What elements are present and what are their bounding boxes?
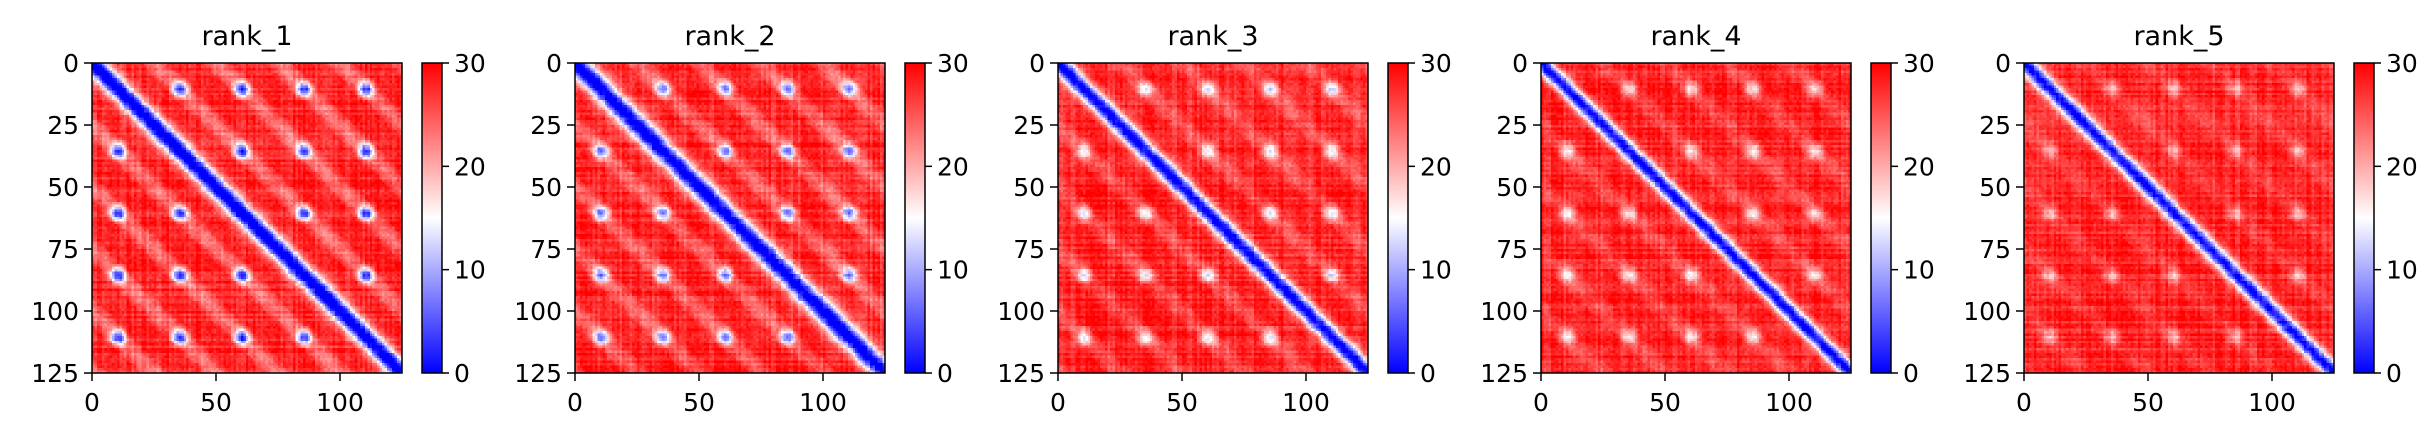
x-tick-label: 50 <box>200 388 232 417</box>
y-tick-label: 0 <box>546 49 562 78</box>
colorbar-tick-label: 0 <box>1420 359 1436 388</box>
y-tick-label: 0 <box>1512 49 1528 78</box>
x-tick-label: 100 <box>1282 388 1330 417</box>
colorbar <box>904 62 926 374</box>
colorbar-tick-label: 30 <box>937 49 969 78</box>
colorbar <box>1870 62 1892 374</box>
x-tick-label: 0 <box>2016 388 2032 417</box>
y-tick-label: 125 <box>514 359 562 388</box>
x-tick-label: 100 <box>799 388 847 417</box>
y-tick-label: 25 <box>47 111 79 140</box>
y-tick-label: 50 <box>1013 173 1045 202</box>
y-tick-label: 50 <box>1979 173 2011 202</box>
y-tick-label: 100 <box>997 297 1045 326</box>
plot-frame <box>2023 62 2335 374</box>
y-tick-label: 0 <box>1995 49 2011 78</box>
y-tick-label: 75 <box>530 235 562 264</box>
colorbar-tick-label: 10 <box>937 256 969 285</box>
heatmap-image <box>575 63 885 373</box>
colorbar-tick-label: 0 <box>454 359 470 388</box>
colorbar-tick-label: 20 <box>454 152 486 181</box>
y-tick-label: 125 <box>1480 359 1528 388</box>
colorbar-tick-label: 20 <box>937 152 969 181</box>
y-tick-label: 25 <box>1013 111 1045 140</box>
panel-title: rank_3 <box>1167 21 1258 52</box>
panel-title: rank_1 <box>201 21 292 52</box>
colorbar-tick-label: 10 <box>2386 256 2418 285</box>
panel-title: rank_5 <box>2133 21 2224 52</box>
y-tick-label: 100 <box>1963 297 2011 326</box>
colorbar-tick-label: 10 <box>1903 256 1935 285</box>
y-tick-label: 100 <box>514 297 562 326</box>
x-tick-label: 50 <box>1649 388 1681 417</box>
plot-frame <box>574 62 886 374</box>
y-tick-label: 50 <box>530 173 562 202</box>
x-tick-label: 50 <box>2132 388 2164 417</box>
x-tick-label: 0 <box>1533 388 1549 417</box>
colorbar <box>2353 62 2375 374</box>
colorbar-tick-label: 30 <box>1903 49 1935 78</box>
colorbar-tick-label: 10 <box>454 256 486 285</box>
heatmap-image <box>92 63 402 373</box>
heatmap-image <box>2024 63 2334 373</box>
y-tick-label: 125 <box>31 359 79 388</box>
heatmap-image <box>1541 63 1851 373</box>
y-tick-label: 75 <box>47 235 79 264</box>
y-tick-label: 100 <box>1480 297 1528 326</box>
colorbar-tick-label: 30 <box>1420 49 1452 78</box>
plot-frame <box>1540 62 1852 374</box>
x-tick-label: 100 <box>2248 388 2296 417</box>
colorbar <box>421 62 443 374</box>
colorbar-tick-label: 10 <box>1420 256 1452 285</box>
colorbar <box>1387 62 1409 374</box>
colorbar-tick-label: 30 <box>2386 49 2418 78</box>
colorbar-tick-label: 0 <box>937 359 953 388</box>
colorbar-tick-label: 0 <box>1903 359 1919 388</box>
y-tick-label: 25 <box>530 111 562 140</box>
colorbar-tick-label: 20 <box>2386 152 2418 181</box>
x-tick-label: 0 <box>567 388 583 417</box>
y-tick-label: 100 <box>31 297 79 326</box>
y-tick-label: 75 <box>1979 235 2011 264</box>
panel-title: rank_2 <box>684 21 775 52</box>
colorbar-tick-label: 20 <box>1903 152 1935 181</box>
y-tick-label: 125 <box>997 359 1045 388</box>
y-tick-label: 25 <box>1496 111 1528 140</box>
x-tick-label: 100 <box>1765 388 1813 417</box>
y-tick-label: 75 <box>1013 235 1045 264</box>
colorbar-tick-label: 30 <box>454 49 486 78</box>
heatmap-image <box>1058 63 1368 373</box>
plot-frame <box>91 62 403 374</box>
y-tick-label: 0 <box>63 49 79 78</box>
y-tick-label: 125 <box>1963 359 2011 388</box>
y-tick-label: 75 <box>1496 235 1528 264</box>
x-tick-label: 100 <box>316 388 364 417</box>
panel-title: rank_4 <box>1650 21 1741 52</box>
y-tick-label: 50 <box>1496 173 1528 202</box>
colorbar-tick-label: 0 <box>2386 359 2402 388</box>
y-tick-label: 50 <box>47 173 79 202</box>
plot-frame <box>1057 62 1369 374</box>
x-tick-label: 0 <box>1050 388 1066 417</box>
x-tick-label: 0 <box>84 388 100 417</box>
y-tick-label: 0 <box>1029 49 1045 78</box>
y-tick-label: 25 <box>1979 111 2011 140</box>
x-tick-label: 50 <box>1166 388 1198 417</box>
colorbar-tick-label: 20 <box>1420 152 1452 181</box>
x-tick-label: 50 <box>683 388 715 417</box>
